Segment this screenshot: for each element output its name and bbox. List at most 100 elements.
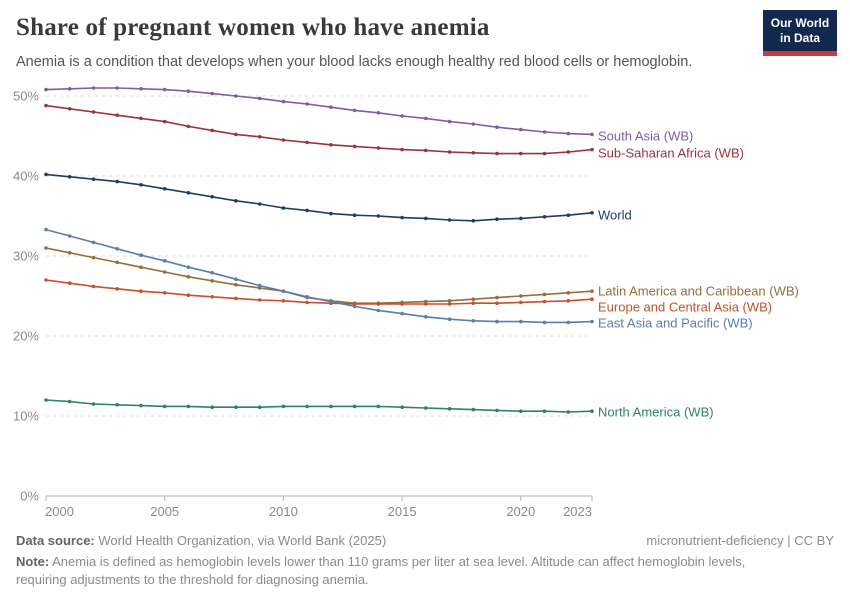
data-point	[139, 289, 143, 294]
chart-footer: Data source: World Health Organization, …	[16, 532, 834, 590]
y-tick-label-40: 40%	[13, 169, 39, 184]
y-tick-label-10: 10%	[13, 409, 39, 424]
data-point	[329, 105, 333, 109]
data-point	[329, 143, 333, 147]
data-source-line: Data source: World Health Organization, …	[16, 532, 386, 550]
data-point	[376, 302, 381, 306]
series-label-world: World	[598, 208, 632, 223]
data-point	[352, 108, 357, 113]
data-point	[67, 87, 72, 91]
data-point	[352, 213, 357, 217]
data-point	[186, 124, 191, 129]
data-point	[495, 319, 499, 324]
owid-logo[interactable]: Our World in Data	[763, 10, 837, 56]
series-south-asia-wb[interactable]: South Asia (WB)	[44, 86, 693, 144]
data-point	[400, 147, 404, 152]
data-point	[542, 215, 547, 219]
data-point	[495, 217, 499, 221]
series-line	[45, 399, 593, 413]
data-point	[495, 151, 499, 156]
x-tick-label-2015: 2015	[388, 504, 417, 519]
x-tick-label-2020: 2020	[506, 504, 535, 519]
footer-license-link[interactable]: micronutrient-deficiency | CC BY	[646, 533, 834, 548]
data-point	[44, 398, 48, 402]
series-latin-america-and-caribbean-wb[interactable]: Latin America and Caribbean (WB)	[44, 246, 799, 306]
series-line	[45, 279, 593, 305]
data-point	[139, 253, 143, 257]
data-point	[352, 144, 357, 149]
series-world[interactable]: World	[44, 172, 632, 223]
data-point	[210, 195, 214, 199]
data-point	[329, 299, 333, 304]
data-point	[471, 151, 476, 155]
data-point	[162, 119, 167, 124]
data-point	[542, 409, 547, 414]
data-source-label: Data source:	[16, 533, 95, 548]
data-point	[115, 247, 119, 251]
data-point	[234, 132, 238, 137]
data-point	[162, 404, 167, 409]
data-point	[257, 405, 262, 410]
data-point	[44, 246, 48, 250]
y-tick-label-0: 0%	[20, 489, 39, 504]
series-line	[45, 87, 593, 136]
data-point	[542, 320, 547, 325]
x-tick-label-2010: 2010	[269, 504, 298, 519]
data-point	[400, 311, 404, 316]
data-point	[281, 299, 286, 303]
data-point	[67, 107, 72, 111]
data-point	[67, 281, 72, 286]
data-point	[590, 132, 594, 137]
data-point	[471, 297, 476, 302]
x-tick-label-2005: 2005	[150, 504, 179, 519]
data-point	[566, 291, 571, 295]
data-point	[139, 87, 143, 91]
data-point	[495, 125, 499, 129]
series-east-asia-and-pacific-wb[interactable]: East Asia and Pacific (WB)	[44, 227, 753, 331]
data-point	[376, 111, 381, 115]
data-point	[590, 147, 594, 152]
series-label-europe-and-central-asia-wb: Europe and Central Asia (WB)	[598, 300, 772, 315]
series-line	[45, 173, 593, 222]
data-point	[210, 279, 214, 283]
data-point	[162, 259, 167, 263]
series-sub-saharan-africa-wb[interactable]: Sub-Saharan Africa (WB)	[44, 103, 744, 161]
series-line	[45, 228, 593, 324]
data-point	[139, 183, 143, 187]
series-label-north-america-wb: North America (WB)	[598, 405, 714, 420]
data-point	[257, 96, 262, 101]
line-chart: 0% 10% 20% 30% 40% 50% 2000 2005 2010 2015 2020 202…	[13, 86, 799, 519]
data-point	[519, 151, 523, 156]
y-tick-label-50: 50%	[13, 89, 39, 104]
data-point	[115, 260, 119, 265]
data-point	[91, 86, 96, 90]
owid-logo-line1: Our World	[770, 16, 830, 30]
data-point	[305, 404, 309, 409]
y-tick-label-20: 20%	[13, 329, 39, 344]
data-point	[115, 179, 119, 184]
owid-logo-line2: in Data	[779, 31, 820, 45]
data-point	[162, 270, 167, 274]
data-point	[139, 116, 143, 121]
data-point	[447, 317, 452, 322]
data-point	[115, 403, 119, 407]
data-point	[234, 94, 238, 98]
data-point	[566, 320, 571, 325]
page-title: Share of pregnant women who have anemia	[16, 14, 490, 41]
series-europe-and-central-asia-wb[interactable]: Europe and Central Asia (WB)	[44, 278, 772, 315]
data-point	[186, 265, 191, 270]
data-point	[566, 299, 571, 303]
series-north-america-wb[interactable]: North America (WB)	[44, 398, 714, 420]
data-point	[471, 407, 476, 412]
data-point	[91, 255, 96, 260]
data-point	[67, 234, 72, 238]
data-point	[162, 87, 167, 92]
data-point	[115, 86, 119, 90]
data-point	[447, 302, 452, 306]
data-point	[186, 293, 191, 298]
data-point	[447, 150, 452, 154]
data-point	[352, 304, 357, 309]
data-point	[424, 406, 428, 410]
data-point	[91, 402, 96, 406]
data-point	[139, 403, 143, 408]
